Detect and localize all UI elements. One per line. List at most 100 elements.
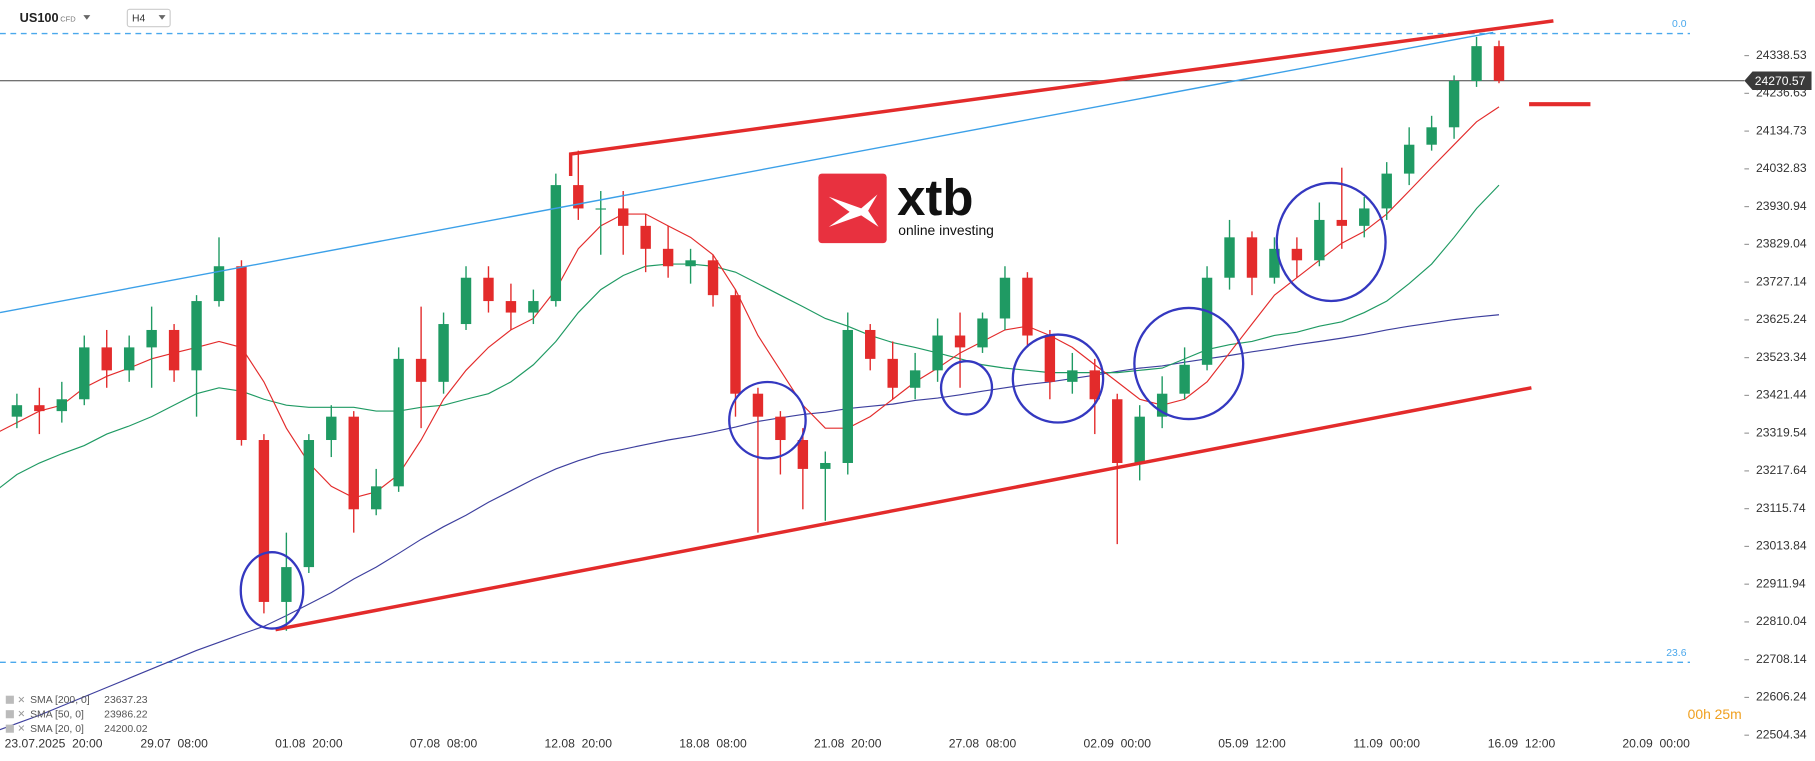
candle-body — [1156, 393, 1168, 417]
legend-icon — [5, 710, 14, 719]
candle-body — [1426, 127, 1437, 145]
y-tick-label: 22504.34 — [1756, 727, 1807, 741]
logo-tagline: online investing — [898, 222, 994, 238]
candle-body — [528, 301, 539, 313]
y-tick-label: 23421.44 — [1756, 388, 1807, 402]
legend-name: SMA [200, 0] — [30, 695, 90, 706]
candle-body — [191, 301, 202, 371]
candle-body — [1089, 370, 1100, 400]
candle-body — [11, 405, 23, 417]
y-tick-label: 22606.24 — [1756, 690, 1807, 704]
candle-body — [146, 329, 157, 348]
x-tick-label: 29.07 08:00 — [140, 737, 208, 751]
x-tick-label: 20.09 00:00 — [1622, 737, 1690, 751]
logo-text: xtb — [897, 169, 973, 226]
candle-body — [101, 347, 112, 371]
candle-body — [415, 358, 427, 382]
candle-body — [707, 260, 719, 296]
y-tick-label: 22911.94 — [1756, 576, 1806, 590]
y-tick-label: 23829.04 — [1756, 237, 1807, 251]
highlight-circle — [939, 360, 994, 416]
symbol[interactable]: US100 — [20, 10, 59, 25]
y-tick-label: 24134.73 — [1756, 123, 1807, 137]
candle-body — [730, 295, 741, 394]
legend-icon — [5, 724, 14, 733]
candle-body — [34, 405, 45, 412]
candle-body — [370, 486, 382, 510]
y-tick-label: 24032.83 — [1756, 161, 1807, 175]
candle-body — [595, 208, 606, 210]
y-tick-label: 23625.24 — [1756, 312, 1807, 326]
candle-body — [1493, 46, 1505, 81]
candle-body — [550, 185, 562, 302]
y-tick-label: 22810.04 — [1756, 614, 1807, 628]
candle-body — [1269, 248, 1280, 278]
x-tick-label: 27.08 08:00 — [949, 737, 1017, 751]
x-tick-label: 01.08 20:00 — [275, 737, 343, 751]
y-tick-label: 23217.64 — [1756, 463, 1807, 477]
candle-body — [168, 329, 180, 371]
candle-body — [1314, 219, 1325, 261]
x-tick-label: 12.08 20:00 — [545, 737, 613, 751]
candle-body — [393, 358, 404, 487]
candle-body — [909, 370, 921, 388]
candle-body — [281, 567, 292, 602]
candle-body — [618, 208, 629, 226]
candle-body — [887, 358, 898, 388]
timeframe-box[interactable] — [126, 8, 171, 28]
candle-body — [1179, 364, 1190, 394]
candle-body — [326, 416, 337, 441]
candle-body — [752, 393, 764, 417]
x-tick-label: 18.08 08:00 — [679, 737, 747, 751]
x-tick-label: 21.08 20:00 — [814, 737, 882, 751]
candle-body — [999, 277, 1011, 319]
y-tick-label: 23523.34 — [1756, 350, 1807, 364]
countdown: 00h 25m — [1688, 706, 1742, 722]
drawings — [0, 19, 1591, 632]
dropdown-arrow[interactable] — [158, 15, 166, 20]
timeframe[interactable]: H4 — [132, 13, 146, 24]
highlight-circle — [728, 380, 807, 460]
legend-icon — [5, 695, 14, 704]
candle-body — [505, 301, 517, 313]
x-tick-label: 07.08 08:00 — [410, 737, 478, 751]
dropdown-arrow[interactable] — [83, 15, 91, 20]
last-price-label: 24270.57 — [1755, 74, 1806, 88]
candle-body — [1291, 248, 1303, 261]
candle-body — [865, 329, 876, 359]
channel-upper — [568, 19, 1554, 176]
legend-value: 24200.02 — [104, 724, 148, 735]
y-tick-label: 24338.53 — [1756, 48, 1807, 62]
sma-line — [0, 314, 1500, 731]
candle-layer — [11, 36, 1505, 631]
legend-value: 23637.23 — [104, 695, 148, 706]
candle-body — [1201, 277, 1213, 365]
legend-x: ✕ — [17, 724, 25, 734]
candle-body — [1381, 173, 1392, 209]
candle-body — [842, 329, 853, 463]
candle-body — [348, 416, 359, 510]
candle-body — [662, 248, 674, 267]
candle-body — [1359, 208, 1370, 226]
fib-label: 23.6 — [1666, 648, 1686, 659]
legend-name: SMA [20, 0] — [30, 724, 84, 735]
legend-name: SMA [50, 0] — [30, 710, 84, 721]
last-price-box — [1744, 71, 1812, 91]
candle-body — [775, 416, 786, 441]
y-tick-label: 23727.14 — [1756, 274, 1807, 288]
candle-body — [303, 440, 315, 568]
candle-body — [1224, 237, 1235, 278]
x-tick-label: 16.09 12:00 — [1488, 737, 1556, 751]
legend-value: 23986.22 — [104, 710, 148, 721]
candle-body — [573, 185, 584, 209]
candle-body — [1134, 416, 1145, 463]
y-tick-label: 23930.94 — [1756, 199, 1807, 213]
candle-body — [56, 399, 68, 412]
toolbar: US100 CFD H4 — [20, 8, 171, 28]
candle-body — [258, 440, 270, 602]
x-tick-label: 02.09 00:00 — [1083, 737, 1151, 751]
candle-body — [236, 266, 247, 441]
candle-body — [1336, 219, 1348, 226]
